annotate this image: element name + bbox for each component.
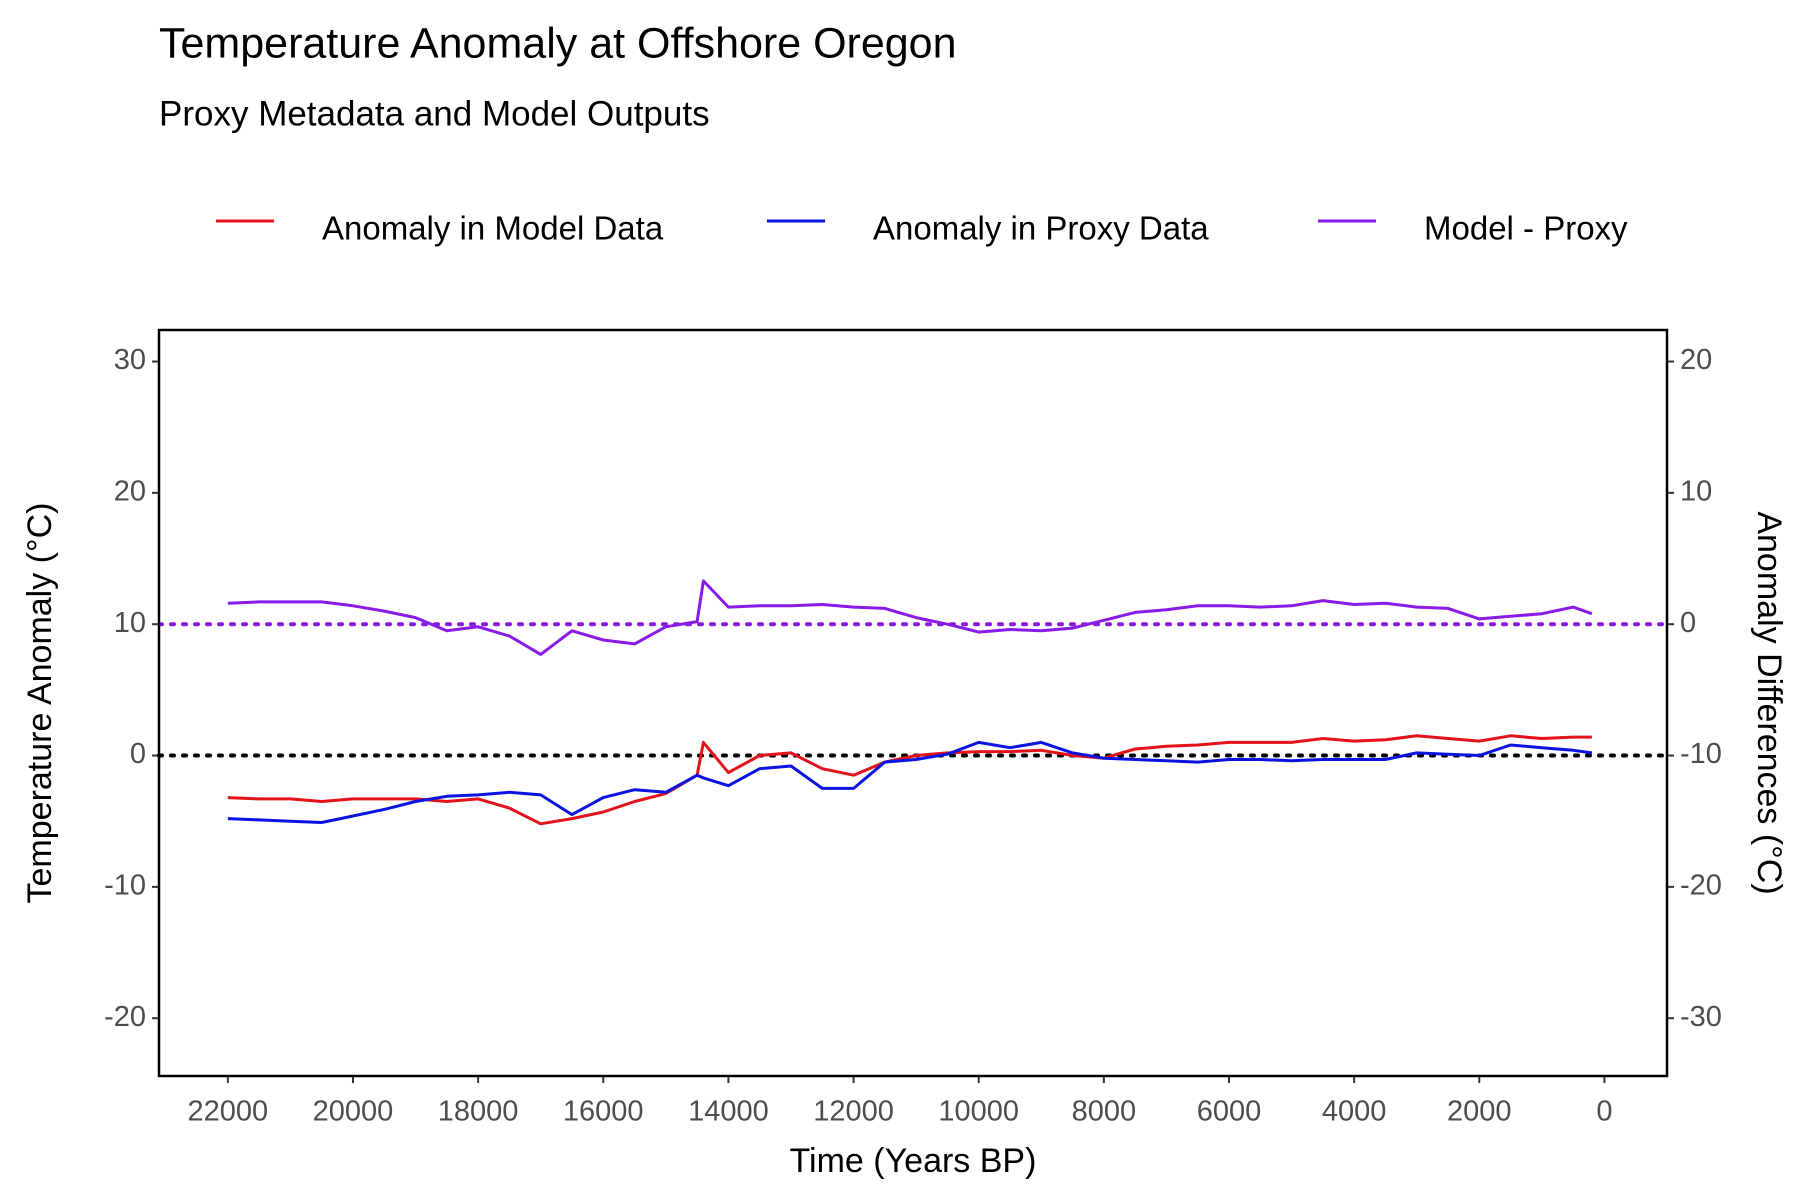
x-tick-label: 2000 — [1447, 1096, 1512, 1128]
chart-title: Temperature Anomaly at Offshore Oregon — [159, 19, 957, 67]
series-line — [227, 740, 1593, 824]
y-tick-label: -20 — [104, 1001, 146, 1033]
chart-subtitle: Proxy Metadata and Model Outputs — [159, 94, 710, 133]
x-tick-label: 8000 — [1072, 1096, 1137, 1128]
series-line — [227, 734, 1592, 826]
x-tick-label: 10000 — [938, 1096, 1019, 1128]
y2-tick-label: -30 — [1680, 1001, 1722, 1033]
y2-tick-label: -20 — [1680, 870, 1722, 902]
y-tick-label: -10 — [104, 870, 146, 902]
y-tick-label: 10 — [114, 607, 146, 639]
x-tick-label: 6000 — [1197, 1096, 1262, 1128]
y2-tick-label: 10 — [1680, 476, 1712, 508]
x-tick-label: 12000 — [813, 1096, 894, 1128]
legend-label: Model - Proxy — [1424, 210, 1628, 247]
y-tick-label: 30 — [114, 344, 146, 376]
legend-label: Anomaly in Model Data — [322, 210, 664, 247]
y2-tick-label: -10 — [1680, 738, 1722, 770]
series-line — [227, 579, 1593, 656]
x-tick-label: 16000 — [563, 1096, 644, 1128]
plot-border — [157, 328, 1669, 1078]
y-tick-label: 0 — [130, 738, 146, 770]
y-axis-title: Temperature Anomaly (°C) — [21, 503, 59, 904]
x-tick-label: 4000 — [1322, 1096, 1387, 1128]
y2-axis-title: Anomaly Differences (°C) — [1750, 511, 1788, 894]
x-tick-label: 14000 — [688, 1096, 769, 1128]
y-tick-label: 20 — [114, 476, 146, 508]
x-tick-label: 22000 — [188, 1096, 269, 1128]
legend-label: Anomaly in Proxy Data — [873, 210, 1209, 247]
y2-tick-label: 20 — [1680, 344, 1712, 376]
x-tick-label: 0 — [1596, 1096, 1612, 1128]
x-axis-title: Time (Years BP) — [790, 1142, 1037, 1180]
x-tick-label: 18000 — [438, 1096, 519, 1128]
x-tick-label: 20000 — [313, 1096, 394, 1128]
y2-tick-label: 0 — [1680, 607, 1696, 639]
